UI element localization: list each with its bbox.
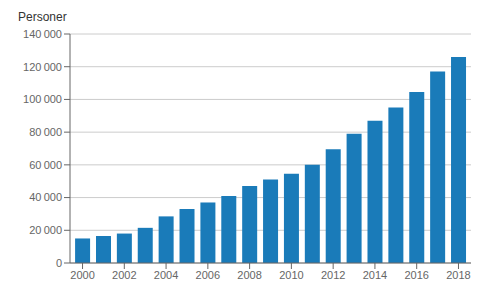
svg-text:2004: 2004 — [154, 269, 178, 281]
html-text:Personer: Personer — [18, 10, 67, 24]
svg-text:2010: 2010 — [279, 269, 303, 281]
svg-text:2006: 2006 — [196, 269, 220, 281]
svg-text:140 000: 140 000 — [23, 28, 62, 40]
svg-text:60 000: 60 000 — [29, 159, 62, 171]
svg-text:100 000: 100 000 — [23, 93, 62, 105]
svg-text:120 000: 120 000 — [23, 61, 62, 73]
svg-text:20 000: 20 000 — [29, 224, 62, 236]
svg-text:2016: 2016 — [404, 269, 428, 281]
svg-text:40 000: 40 000 — [29, 191, 62, 203]
svg-text:2000: 2000 — [70, 269, 94, 281]
svg-text:2002: 2002 — [112, 269, 136, 281]
svg-text:0: 0 — [56, 257, 62, 269]
svg-text:2018: 2018 — [446, 269, 470, 281]
svg-text:2014: 2014 — [363, 269, 387, 281]
svg-text:2008: 2008 — [237, 269, 261, 281]
svg-text:2012: 2012 — [321, 269, 345, 281]
svg-text:80 000: 80 000 — [29, 126, 62, 138]
